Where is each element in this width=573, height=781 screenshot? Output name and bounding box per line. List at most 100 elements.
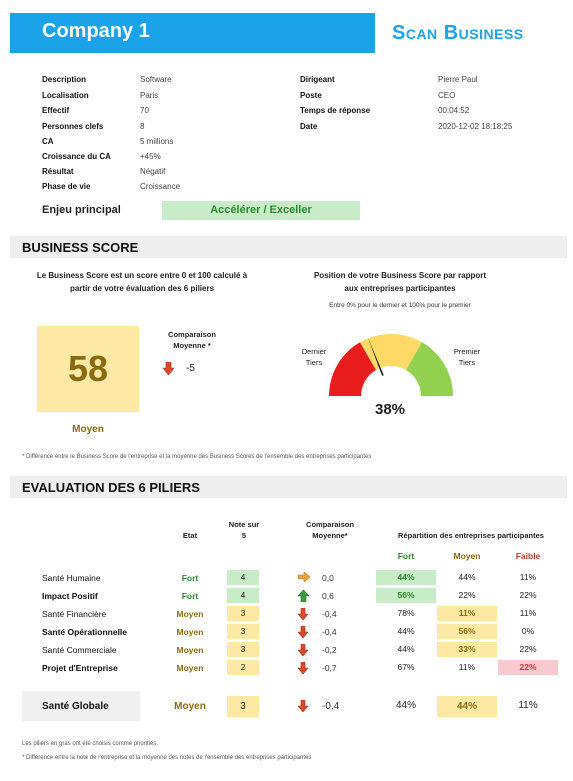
position-title-2: aux entreprises participantes [344,284,456,293]
info-value: CEO [438,91,456,100]
brand-logo: Scan Business [392,22,524,44]
info-label: Personnes clefs [42,122,104,131]
arrow-down-icon [163,362,174,375]
repartition-moyen: 11% [437,606,497,621]
header-repartition: Répartition des entreprises participante… [398,531,544,540]
repartition-faible: 22% [498,660,558,675]
pillar-name: Impact Positif [42,591,98,601]
piliers-footnote-2: * Différence entre la note de l'entrepri… [22,755,312,761]
repartition-faible: 22% [519,644,537,654]
header-faible: Faible [515,551,541,561]
pillar-etat: Fort [181,573,199,583]
header-etat: Etat [182,531,198,540]
repartition-faible: 11% [519,572,537,582]
info-label: Localisation [42,91,89,100]
pillar-note: 4 [227,570,259,585]
info-label: Poste [300,91,322,100]
header-fort: Fort [397,551,415,561]
comparison-label: Comparaison Moyenne * [152,329,232,351]
gauge-left-label-1: Dernier [301,347,327,356]
enjeu-label: Enjeu principal [42,204,121,216]
gauge-right-label: Premier Tiers [449,346,485,368]
business-score-footnote: * Différence entre le Business Score de … [22,454,372,460]
arrow-down-icon [298,608,308,620]
arrow-up-icon [298,590,309,602]
info-value: Négatif [140,167,166,176]
business-score-level: Moyen [72,424,104,435]
info-label: Date [300,122,318,131]
info-value: 8 [140,122,145,131]
piliers-title: EVALUATION DES 6 PILIERS [22,480,200,495]
global-etat: Moyen [174,701,206,712]
position-gauge [329,334,453,396]
pillar-name: Santé Financière [42,609,107,619]
pillar-etat: Moyen [176,645,204,655]
info-value: 70 [140,106,149,115]
pillar-comparison: -0,4 [322,609,337,619]
global-comparison: -0,4 [322,701,340,712]
piliers-section-bar [10,476,567,498]
info-label: Temps de réponse [300,106,371,115]
gauge-left-label: Dernier Tiers [296,346,332,368]
info-value: Software [140,75,172,84]
desc-line-2: partir de votre évaluation des 6 piliers [69,284,215,293]
global-name: Santé Globale [42,701,109,712]
global-fort: 44% [395,700,416,711]
gauge-right-label-1: Premier [453,347,481,356]
pillar-note: 3 [227,606,259,621]
info-value: Croissance [140,182,181,191]
info-label: Résultat [42,167,74,176]
company-name: Company 1 [42,20,150,42]
info-value: 2020-12-02 18:18:25 [438,122,513,131]
info-value: 5 millions [140,137,174,146]
global-moyen: 44% [437,696,497,717]
gauge-segment-mid [360,334,422,371]
repartition-faible: 0% [521,626,535,636]
pillar-note: 3 [227,624,259,639]
header-note-1: Note sur [228,520,260,529]
info-value: 00:04:52 [438,106,470,115]
header-comparison-1: Comparaison [306,520,354,529]
gauge-segment-low [329,342,376,396]
arrow-down-icon [298,662,308,674]
arrow-down-icon [298,644,308,656]
arrow-right-icon [298,572,310,582]
info-label: Phase de vie [42,182,91,191]
business-score-value: 58 [37,326,139,412]
piliers-footnote-1: Les piliers en gras ont été choisis comm… [22,741,159,747]
repartition-fort: 56% [376,588,436,603]
position-title-1: Position de votre Business Score par rap… [313,271,487,280]
repartition-fort: 44% [376,570,436,585]
repartition-moyen: 44% [458,572,476,582]
pillar-comparison: -0,4 [322,627,337,637]
pillar-note: 3 [227,642,259,657]
enjeu-value: Accélérer / Exceller [162,201,360,220]
comparison-label-1: Comparaison [168,330,216,339]
position-title: Position de votre Business Score par rap… [290,269,510,295]
info-label: Croissance du CA [42,152,111,161]
repartition-moyen: 33% [437,642,497,657]
gauge-segment-high [406,342,453,396]
pillar-etat: Moyen [176,627,204,637]
gauge-left-label-2: Tiers [305,358,323,367]
repartition-faible: 22% [519,590,537,600]
pillar-note: 4 [227,588,259,603]
pillar-name: Santé Opérationnelle [42,627,128,637]
business-score-description: Le Business Score est un score entre 0 e… [22,269,262,295]
info-label: Description [42,75,87,84]
pillar-name: Projet d'Entreprise [42,663,118,673]
pillar-etat: Moyen [176,663,204,673]
comparison-label-2: Moyenne * [173,341,211,350]
desc-line-1: Le Business Score est un score entre 0 e… [36,271,248,280]
pillar-name: Santé Humaine [42,573,101,583]
arrow-down-icon [298,700,308,712]
info-label: Dirigeant [300,75,335,84]
info-value: +45% [140,152,161,161]
header-comparison: Comparaison Moyenne* [290,519,370,541]
repartition-moyen: 22% [458,590,476,600]
repartition-faible: 11% [519,608,537,618]
pillar-etat: Fort [181,591,199,601]
gauge-percentage: 38% [374,401,406,418]
repartition-fort: 44% [397,644,415,654]
pillar-comparison: -0,2 [322,645,337,655]
